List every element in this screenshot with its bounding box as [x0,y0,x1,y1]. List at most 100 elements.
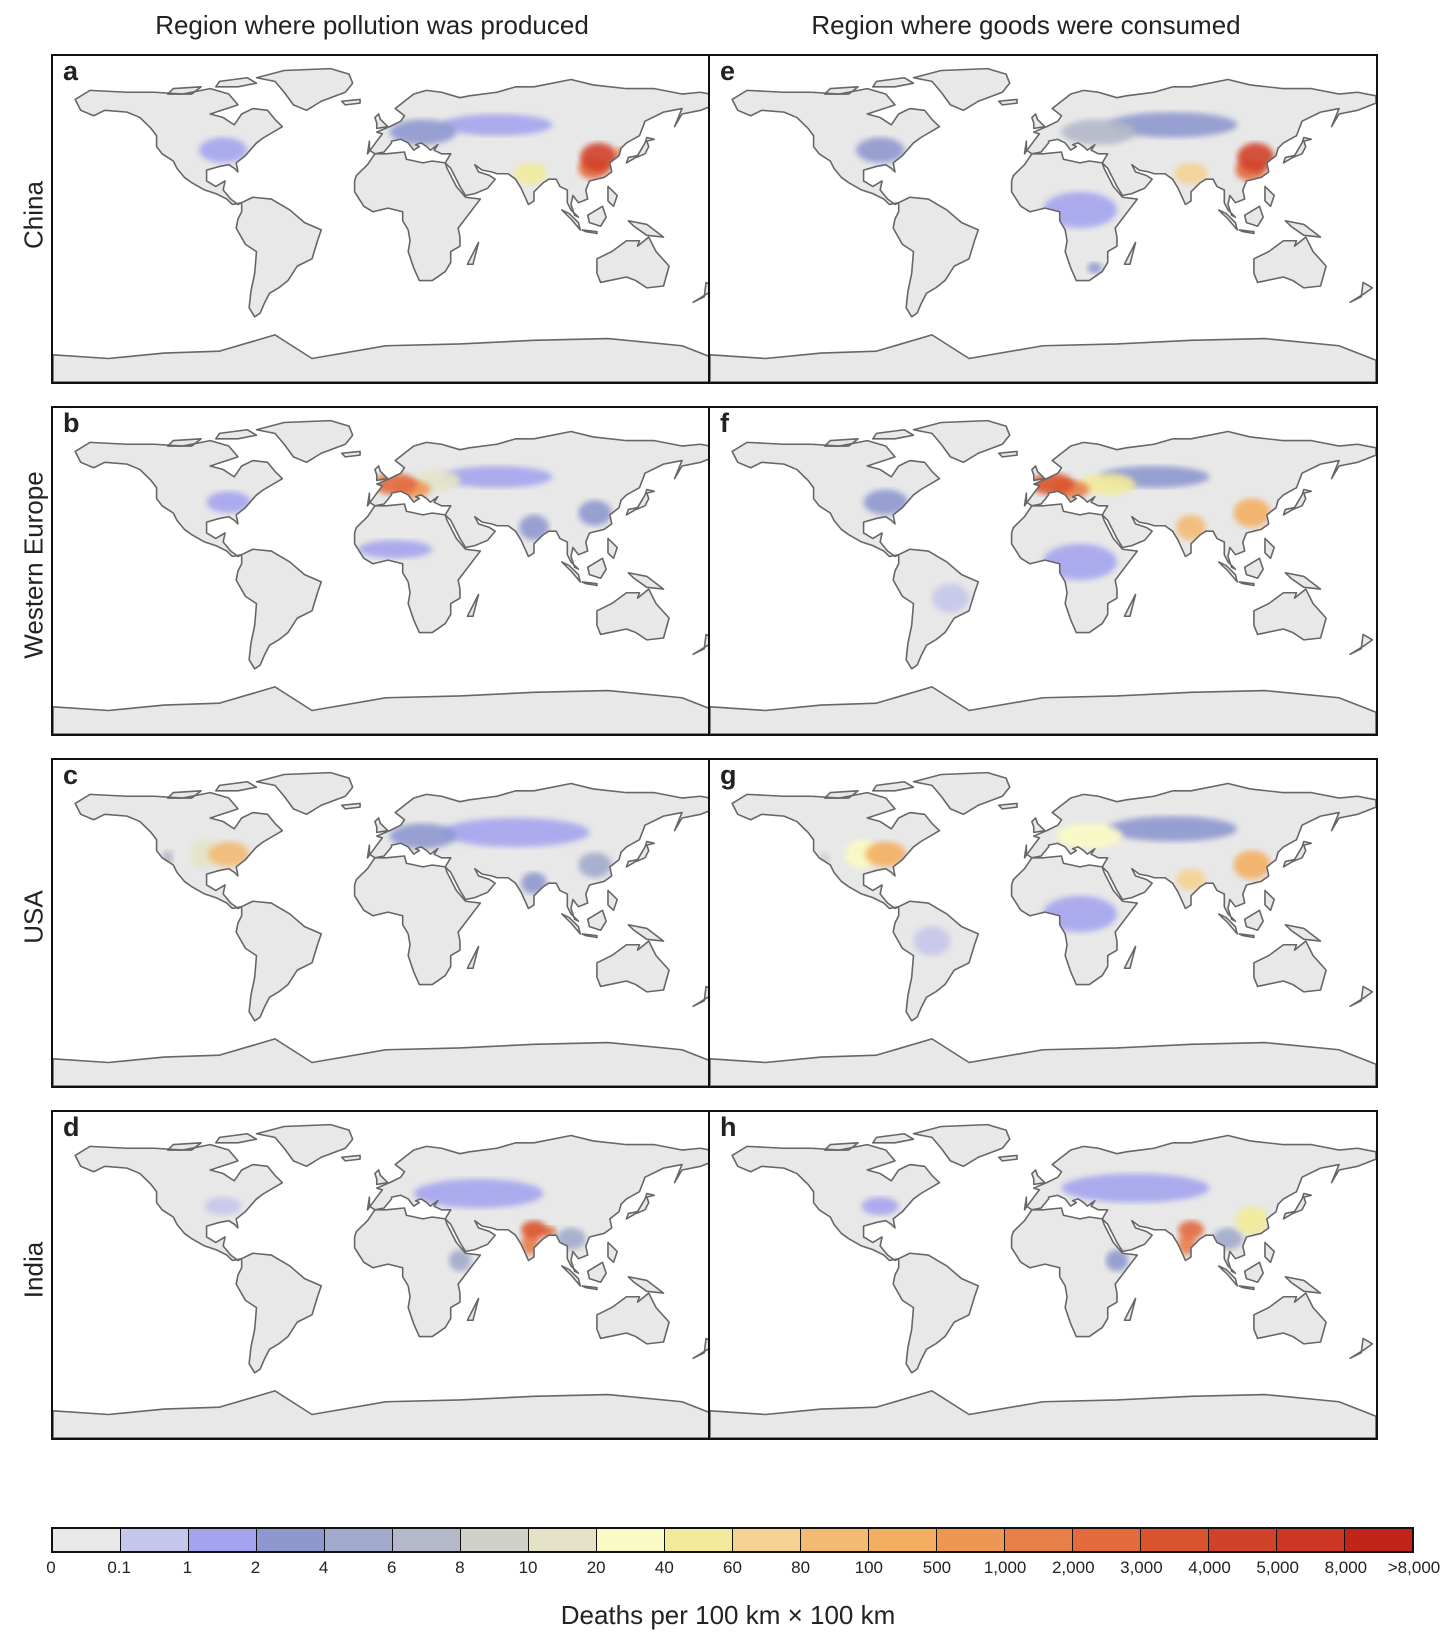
death-density-hotspot [1061,119,1136,145]
coastline [1349,1337,1374,1360]
coastline [1264,889,1276,912]
coastline [596,1292,670,1345]
coastline [1023,1134,1376,1275]
panel-letter: d [63,1112,80,1142]
colorbar-segment [393,1529,461,1551]
death-density-hotspot [865,841,907,867]
land [53,1038,719,1086]
hotspots [863,465,1271,613]
land [1024,1135,1376,1274]
death-density-hotspot [1079,473,1136,495]
land [354,152,481,281]
colorbar-segment [189,1529,257,1551]
coastline [1123,1297,1137,1322]
coastline [1282,136,1313,164]
coastline [997,450,1018,458]
land [53,334,719,382]
coastline [607,889,619,912]
land [53,1390,719,1438]
death-density-hotspot [1061,1173,1210,1203]
coastline [374,817,389,834]
coastlines [53,419,719,734]
coastline [1253,236,1327,289]
colorbar-tick-label: 100 [854,1558,883,1577]
coastline [366,1134,719,1275]
land [256,772,353,815]
land [1285,220,1321,238]
coastline [596,588,670,641]
colorbar-tick-label: 80 [791,1558,811,1577]
coastline [366,430,719,571]
death-density-hotspot [441,113,553,136]
coastline [215,780,258,792]
coastline [710,334,1376,382]
land [367,431,719,570]
land [587,1262,607,1283]
death-density-hotspot [1235,1206,1269,1236]
death-density-hotspot [1107,112,1238,138]
map-panel-f: f [708,406,1378,736]
coastline [1031,465,1046,482]
coastline [1217,561,1239,583]
coastline [340,802,361,810]
coastline [625,136,656,164]
coastline [1243,557,1264,580]
land [236,901,322,1021]
coastline [1238,933,1255,939]
coastline [560,1265,582,1287]
land-masses [710,420,1376,734]
death-density-hotspot [578,852,612,878]
coastline [1253,1292,1327,1345]
coastline [1282,840,1313,868]
death-density-hotspot [441,817,590,847]
world-map-a [53,56,719,382]
colorbar-segment [1005,1529,1073,1551]
map-panel-b: b [51,406,721,736]
colorbar-tick-label: 4 [318,1558,329,1577]
coastline [586,909,607,932]
colorbar-tick-label: 1 [182,1558,193,1577]
coastlines [710,419,1376,734]
colorbar-segment [121,1529,189,1551]
coastline [53,1038,719,1086]
hotspots [861,1173,1269,1272]
death-density-hotspot [441,465,553,488]
land [710,1390,1376,1438]
colorbar-tick-label: 6 [387,1558,397,1577]
coastline [340,98,361,106]
coastline [586,557,607,580]
colorbar-tick-label: 2 [250,1558,261,1577]
coastline [1023,430,1376,571]
row-label-western-europe: Western Europe [18,471,49,659]
death-density-hotspot [1237,142,1275,172]
coastline [1238,581,1255,587]
land [256,68,353,111]
coastline [872,1132,915,1144]
coastline [1349,281,1374,304]
coastline [74,791,284,910]
coastline [607,185,619,208]
colorbar-tick-label: 2,000 [1051,1558,1095,1577]
coastline [53,1390,719,1438]
death-density-hotspot [389,823,457,849]
hotspots [204,1178,586,1272]
coastlines [710,67,1376,382]
land [732,792,940,909]
colorbar-segment [869,1529,937,1551]
colorbar-segment [937,1529,1005,1551]
land [1244,910,1264,931]
coastline [1284,923,1322,942]
death-density-hotspot [1233,850,1271,880]
coastline [586,1261,607,1284]
death-density-hotspot [521,1220,547,1239]
coastline [1238,1285,1255,1291]
land [732,440,940,557]
coastline [823,790,859,799]
coastline [710,686,1376,734]
land [75,792,283,909]
coastline [1010,151,1139,282]
land [1350,282,1373,303]
death-density-hotspot [1174,162,1208,185]
land [628,220,664,238]
coastline [1023,782,1376,923]
